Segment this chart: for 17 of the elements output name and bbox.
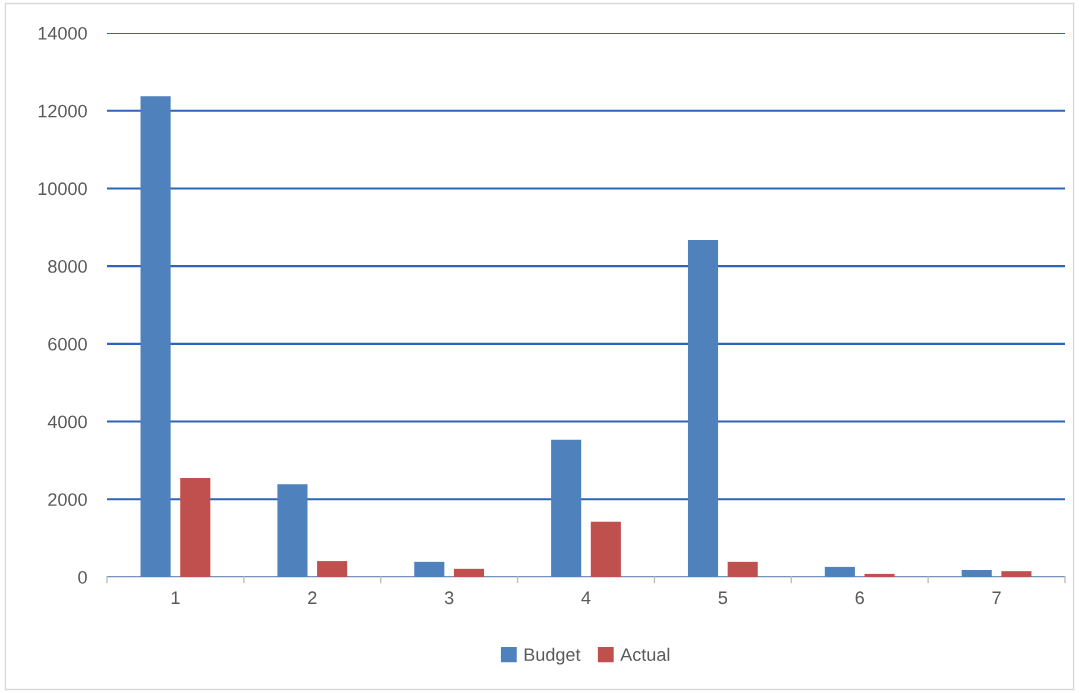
x-tick-label: 5 (718, 591, 728, 605)
x-tick-label: 1 (171, 591, 180, 604)
legend-label: Actual (620, 647, 670, 662)
y-tick-label: 2000 (48, 493, 87, 507)
y-tick-label: 14000 (38, 26, 87, 40)
legend-label: Budget (524, 647, 581, 665)
x-tick-label: 6 (855, 591, 864, 605)
y-tick-label: 6000 (48, 337, 87, 351)
x-tick-label: 2 (308, 591, 317, 604)
x-tick-label: 4 (581, 591, 591, 604)
y-tick-label: 10000 (38, 182, 87, 196)
y-tick-label: 0 (78, 570, 87, 584)
x-tick-label: 7 (992, 591, 1001, 604)
x-tick-label: 3 (444, 591, 454, 605)
y-tick-label: 4000 (47, 415, 87, 429)
y-tick-label: 12000 (38, 104, 87, 118)
y-tick-label: 8000 (48, 260, 87, 273)
